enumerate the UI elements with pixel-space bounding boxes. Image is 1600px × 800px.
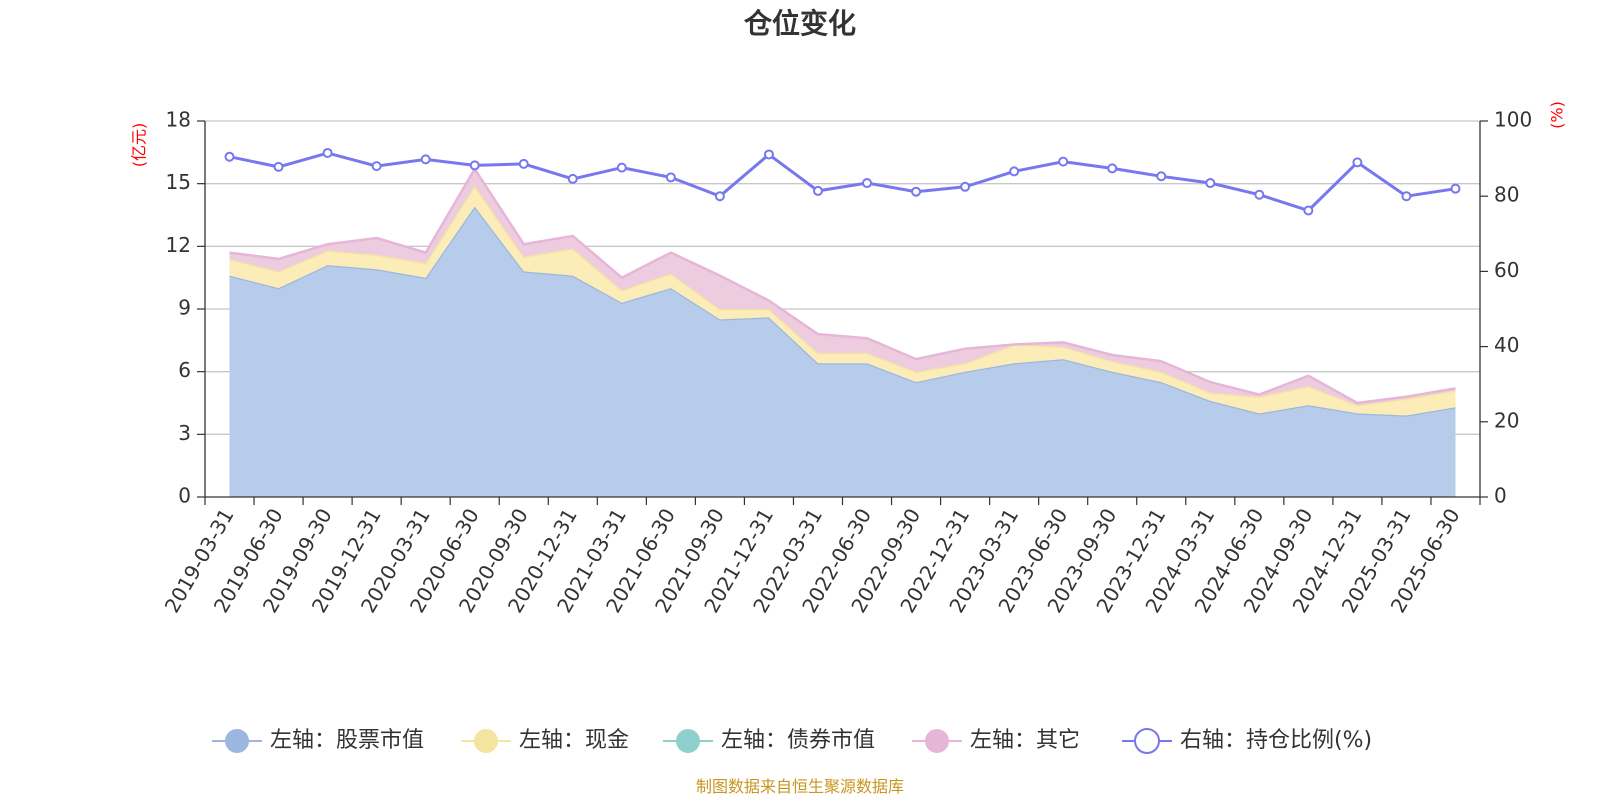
ratio-point (224, 151, 235, 162)
legend-label: 左轴：债券市值 (721, 728, 875, 753)
ratio-point (911, 186, 922, 197)
legend-item[interactable]: 左轴：现金 (461, 728, 629, 753)
legend-label: 左轴：股票市值 (270, 728, 424, 753)
ratio-point (812, 185, 823, 196)
legend-marker (1134, 728, 1160, 754)
legend-item[interactable]: 左轴：债券市值 (663, 728, 875, 753)
ratio-point (763, 149, 774, 160)
left-tick-label: 9 (178, 296, 191, 320)
legend-marker (474, 729, 498, 753)
legend-item[interactable]: 右轴：持仓比例(%) (1122, 728, 1372, 754)
area-layer (229, 166, 1456, 497)
ratio-point (1254, 189, 1265, 200)
left-tick-label: 3 (178, 421, 191, 445)
ratio-point (960, 181, 971, 192)
ratio-point (1156, 171, 1167, 182)
ratio-point (1058, 156, 1069, 167)
right-tick-label: 40 (1494, 333, 1519, 357)
left-tick-label: 18 (166, 108, 191, 132)
ratio-point (567, 173, 578, 184)
legend-label: 左轴：现金 (519, 728, 629, 753)
right-tick-label: 60 (1494, 258, 1519, 282)
ratio-line-layer (224, 147, 1461, 216)
ratio-point (273, 161, 284, 172)
right-tick-label: 100 (1494, 108, 1532, 132)
ratio-point (862, 178, 873, 189)
legend-item[interactable]: 左轴：其它 (912, 728, 1080, 753)
left-tick-label: 15 (166, 170, 191, 194)
ratio-point (371, 161, 382, 172)
right-tick-label: 0 (1494, 484, 1507, 508)
ratio-point (322, 147, 333, 158)
left-tick-label: 12 (166, 233, 191, 257)
right-axis-unit: (%) (1548, 101, 1567, 129)
ratio-point (1205, 178, 1216, 189)
legend-marker (676, 729, 700, 753)
ratio-point (518, 158, 529, 169)
ratio-point (420, 154, 431, 165)
legend-marker (925, 729, 949, 753)
legend[interactable]: 左轴：股票市值 左轴：现金 左轴：债券市值 左轴：其它 右轴：持仓比例(%) (212, 728, 1372, 754)
area-edge-line (229, 166, 1456, 405)
left-tick-label: 0 (178, 484, 191, 508)
legend-label: 左轴：其它 (970, 728, 1080, 753)
ratio-line (229, 151, 1456, 213)
ratio-point (1009, 166, 1020, 177)
left-tick-label: 6 (178, 358, 191, 382)
chart-title: 仓位变化 (744, 7, 856, 40)
ratio-point (616, 162, 627, 173)
ratio-point (1303, 205, 1314, 216)
right-tick-label: 80 (1494, 183, 1519, 207)
ratio-point (1107, 163, 1118, 174)
ratio-point (714, 191, 725, 202)
ratio-point (1352, 157, 1363, 168)
legend-marker (225, 729, 249, 753)
legend-item[interactable]: 左轴：股票市值 (212, 728, 424, 753)
ratio-point (665, 172, 676, 183)
right-tick-label: 20 (1494, 408, 1519, 432)
source-note: 制图数据来自恒生聚源数据库 (696, 777, 904, 796)
legend-label: 右轴：持仓比例(%) (1180, 728, 1372, 753)
ratio-point (469, 160, 480, 171)
area-fill (229, 206, 1456, 497)
left-axis-unit: (亿元) (130, 123, 149, 168)
ratio-point (1450, 183, 1461, 194)
ratio-point (1401, 191, 1412, 202)
